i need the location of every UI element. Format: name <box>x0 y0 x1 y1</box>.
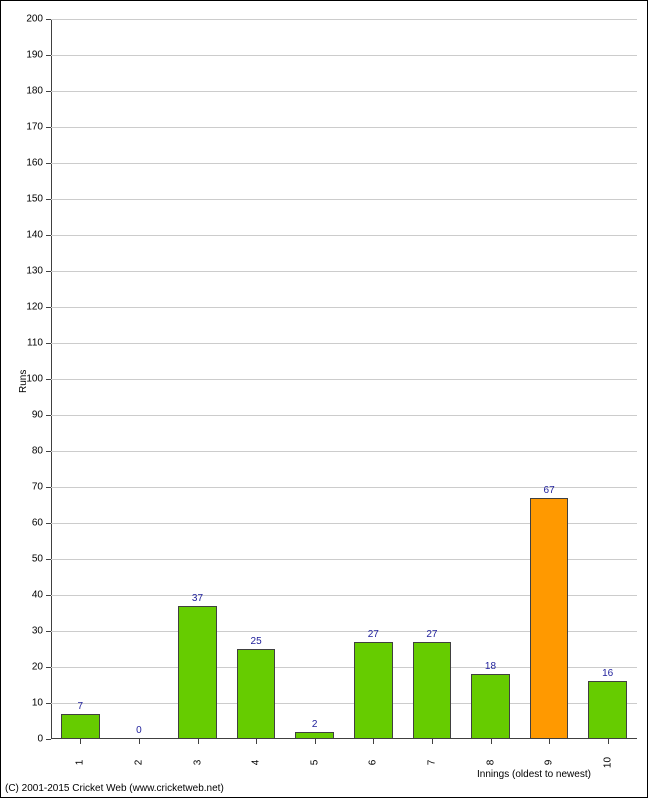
ytick-label: 90 <box>32 410 43 421</box>
bar-value-label: 18 <box>485 661 496 672</box>
ytick-mark <box>46 739 51 740</box>
gridline <box>51 379 637 380</box>
xtick-label: 5 <box>309 760 320 766</box>
gridline <box>51 55 637 56</box>
xtick-mark <box>139 739 140 744</box>
ytick-label: 60 <box>32 518 43 529</box>
bar: 25 <box>237 649 276 739</box>
gridline <box>51 235 637 236</box>
ytick-label: 190 <box>26 50 43 61</box>
chart-frame: 0102030405060708090100110120130140150160… <box>0 0 648 798</box>
bar-value-label: 0 <box>136 725 142 736</box>
ytick-mark <box>46 91 51 92</box>
xtick-label: 1 <box>75 760 86 766</box>
ytick-mark <box>46 667 51 668</box>
ytick-label: 140 <box>26 230 43 241</box>
gridline <box>51 271 637 272</box>
ytick-label: 170 <box>26 122 43 133</box>
ytick-label: 200 <box>26 14 43 25</box>
xtick-mark <box>256 739 257 744</box>
ytick-mark <box>46 343 51 344</box>
ytick-mark <box>46 595 51 596</box>
ytick-mark <box>46 415 51 416</box>
bar: 67 <box>530 498 569 739</box>
bar: 18 <box>471 674 510 739</box>
ytick-mark <box>46 199 51 200</box>
gridline <box>51 415 637 416</box>
ytick-label: 30 <box>32 626 43 637</box>
copyright-text: (C) 2001-2015 Cricket Web (www.cricketwe… <box>5 783 224 794</box>
plot-area: 0102030405060708090100110120130140150160… <box>51 19 637 739</box>
ytick-label: 160 <box>26 158 43 169</box>
ytick-mark <box>46 127 51 128</box>
ytick-mark <box>46 559 51 560</box>
ytick-mark <box>46 487 51 488</box>
ytick-mark <box>46 703 51 704</box>
ytick-label: 150 <box>26 194 43 205</box>
xtick-label: 8 <box>485 760 496 766</box>
gridline <box>51 19 637 20</box>
ytick-label: 50 <box>32 554 43 565</box>
ytick-mark <box>46 235 51 236</box>
ytick-label: 80 <box>32 446 43 457</box>
bar-value-label: 25 <box>251 636 262 647</box>
ytick-label: 40 <box>32 590 43 601</box>
bar-value-label: 16 <box>602 668 613 679</box>
gridline <box>51 127 637 128</box>
ytick-label: 0 <box>37 734 43 745</box>
ytick-label: 110 <box>27 338 43 349</box>
xtick-label: 2 <box>133 760 144 766</box>
gridline <box>51 199 637 200</box>
ytick-label: 120 <box>26 302 43 313</box>
ytick-label: 130 <box>26 266 43 277</box>
xtick-mark <box>608 739 609 744</box>
ytick-mark <box>46 271 51 272</box>
bar-value-label: 2 <box>312 719 318 730</box>
xtick-mark <box>549 739 550 744</box>
ytick-mark <box>46 379 51 380</box>
ytick-mark <box>46 307 51 308</box>
bar: 37 <box>178 606 217 739</box>
bar-value-label: 67 <box>544 485 555 496</box>
x-axis-label: Innings (oldest to newest) <box>477 769 591 780</box>
xtick-label: 9 <box>544 760 555 766</box>
ytick-mark <box>46 163 51 164</box>
bar-value-label: 37 <box>192 593 203 604</box>
ytick-label: 20 <box>32 662 43 673</box>
ytick-mark <box>46 19 51 20</box>
bar: 16 <box>588 681 627 739</box>
ytick-mark <box>46 631 51 632</box>
gridline <box>51 163 637 164</box>
xtick-mark <box>432 739 433 744</box>
xtick-mark <box>315 739 316 744</box>
ytick-mark <box>46 523 51 524</box>
y-axis-label: Runs <box>18 370 29 393</box>
gridline <box>51 307 637 308</box>
gridline <box>51 451 637 452</box>
xtick-label: 3 <box>192 760 203 766</box>
ytick-label: 10 <box>32 698 43 709</box>
bar: 27 <box>354 642 393 739</box>
ytick-mark <box>46 55 51 56</box>
ytick-label: 70 <box>32 482 43 493</box>
bar-value-label: 7 <box>78 701 84 712</box>
xtick-mark <box>373 739 374 744</box>
bar: 2 <box>295 732 334 739</box>
xtick-mark <box>198 739 199 744</box>
xtick-label: 10 <box>602 757 613 768</box>
xtick-mark <box>491 739 492 744</box>
xtick-label: 7 <box>426 760 437 766</box>
gridline <box>51 91 637 92</box>
xtick-mark <box>80 739 81 744</box>
bar-value-label: 27 <box>426 629 437 640</box>
bar: 27 <box>413 642 452 739</box>
bar: 7 <box>61 714 100 739</box>
ytick-label: 180 <box>26 86 43 97</box>
xtick-label: 6 <box>368 760 379 766</box>
ytick-mark <box>46 451 51 452</box>
bar-value-label: 27 <box>368 629 379 640</box>
gridline <box>51 343 637 344</box>
xtick-label: 4 <box>251 760 262 766</box>
